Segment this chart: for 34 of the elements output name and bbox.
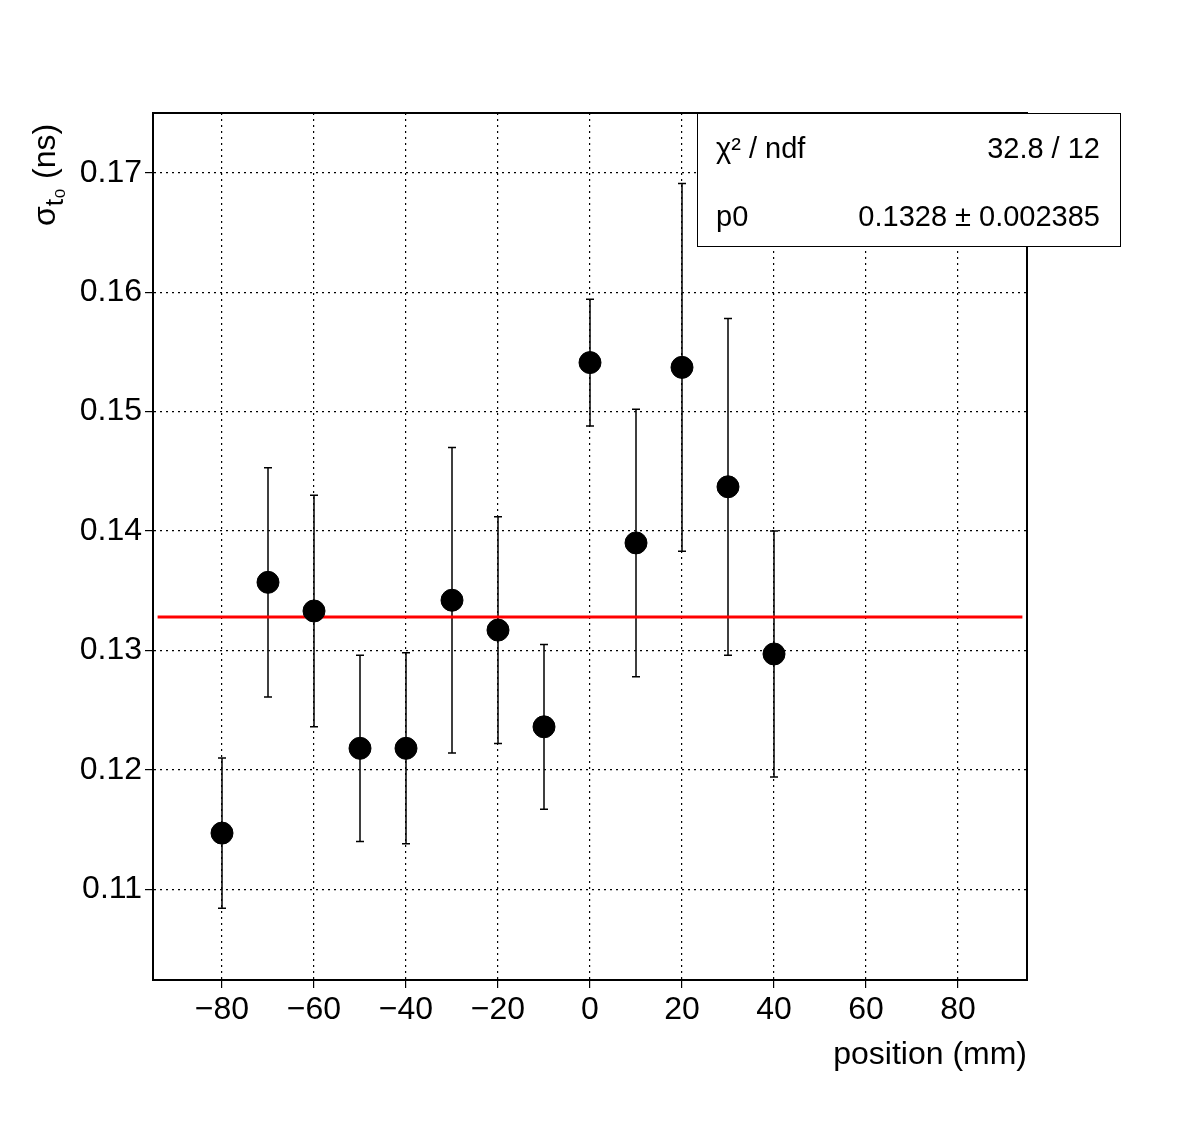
y-tick-label: 0.12 [79,749,142,786]
point [210,821,234,845]
point [716,475,740,499]
point [624,531,648,555]
y-tick-label: 0.13 [79,630,142,667]
x-tick-label: 20 [664,990,700,1027]
x-tick-label: 0 [581,990,599,1027]
point [486,618,510,642]
x-axis-title: position (mm) [833,1034,1027,1071]
x-tick-label: −20 [470,990,526,1027]
annotation: 0.1328 ± 0.002385 [858,200,1100,233]
annotation: p0 [716,200,749,233]
x-tick-label: −60 [286,990,342,1027]
x-tick-label: −40 [378,990,434,1027]
point [670,355,694,379]
y-tick-label: 0.17 [79,152,142,189]
point [532,715,556,739]
y-tick-label: 0.11 [82,869,142,906]
x-tick-label: −80 [194,990,250,1027]
point [440,588,464,612]
annotation: χ² / ndf [716,132,806,165]
x-tick-label: 60 [848,990,884,1027]
point [578,351,602,375]
x-tick-label: 80 [940,990,976,1027]
point [256,570,280,594]
point [762,642,786,666]
y-tick-label: 0.14 [79,510,142,547]
point [348,736,372,760]
x-tick-label: 40 [756,990,792,1027]
y-tick-label: 0.16 [79,271,142,308]
y-tick-label: 0.15 [79,391,142,428]
point [302,599,326,623]
point [394,736,418,760]
annotation: 32.8 / 12 [987,132,1100,165]
